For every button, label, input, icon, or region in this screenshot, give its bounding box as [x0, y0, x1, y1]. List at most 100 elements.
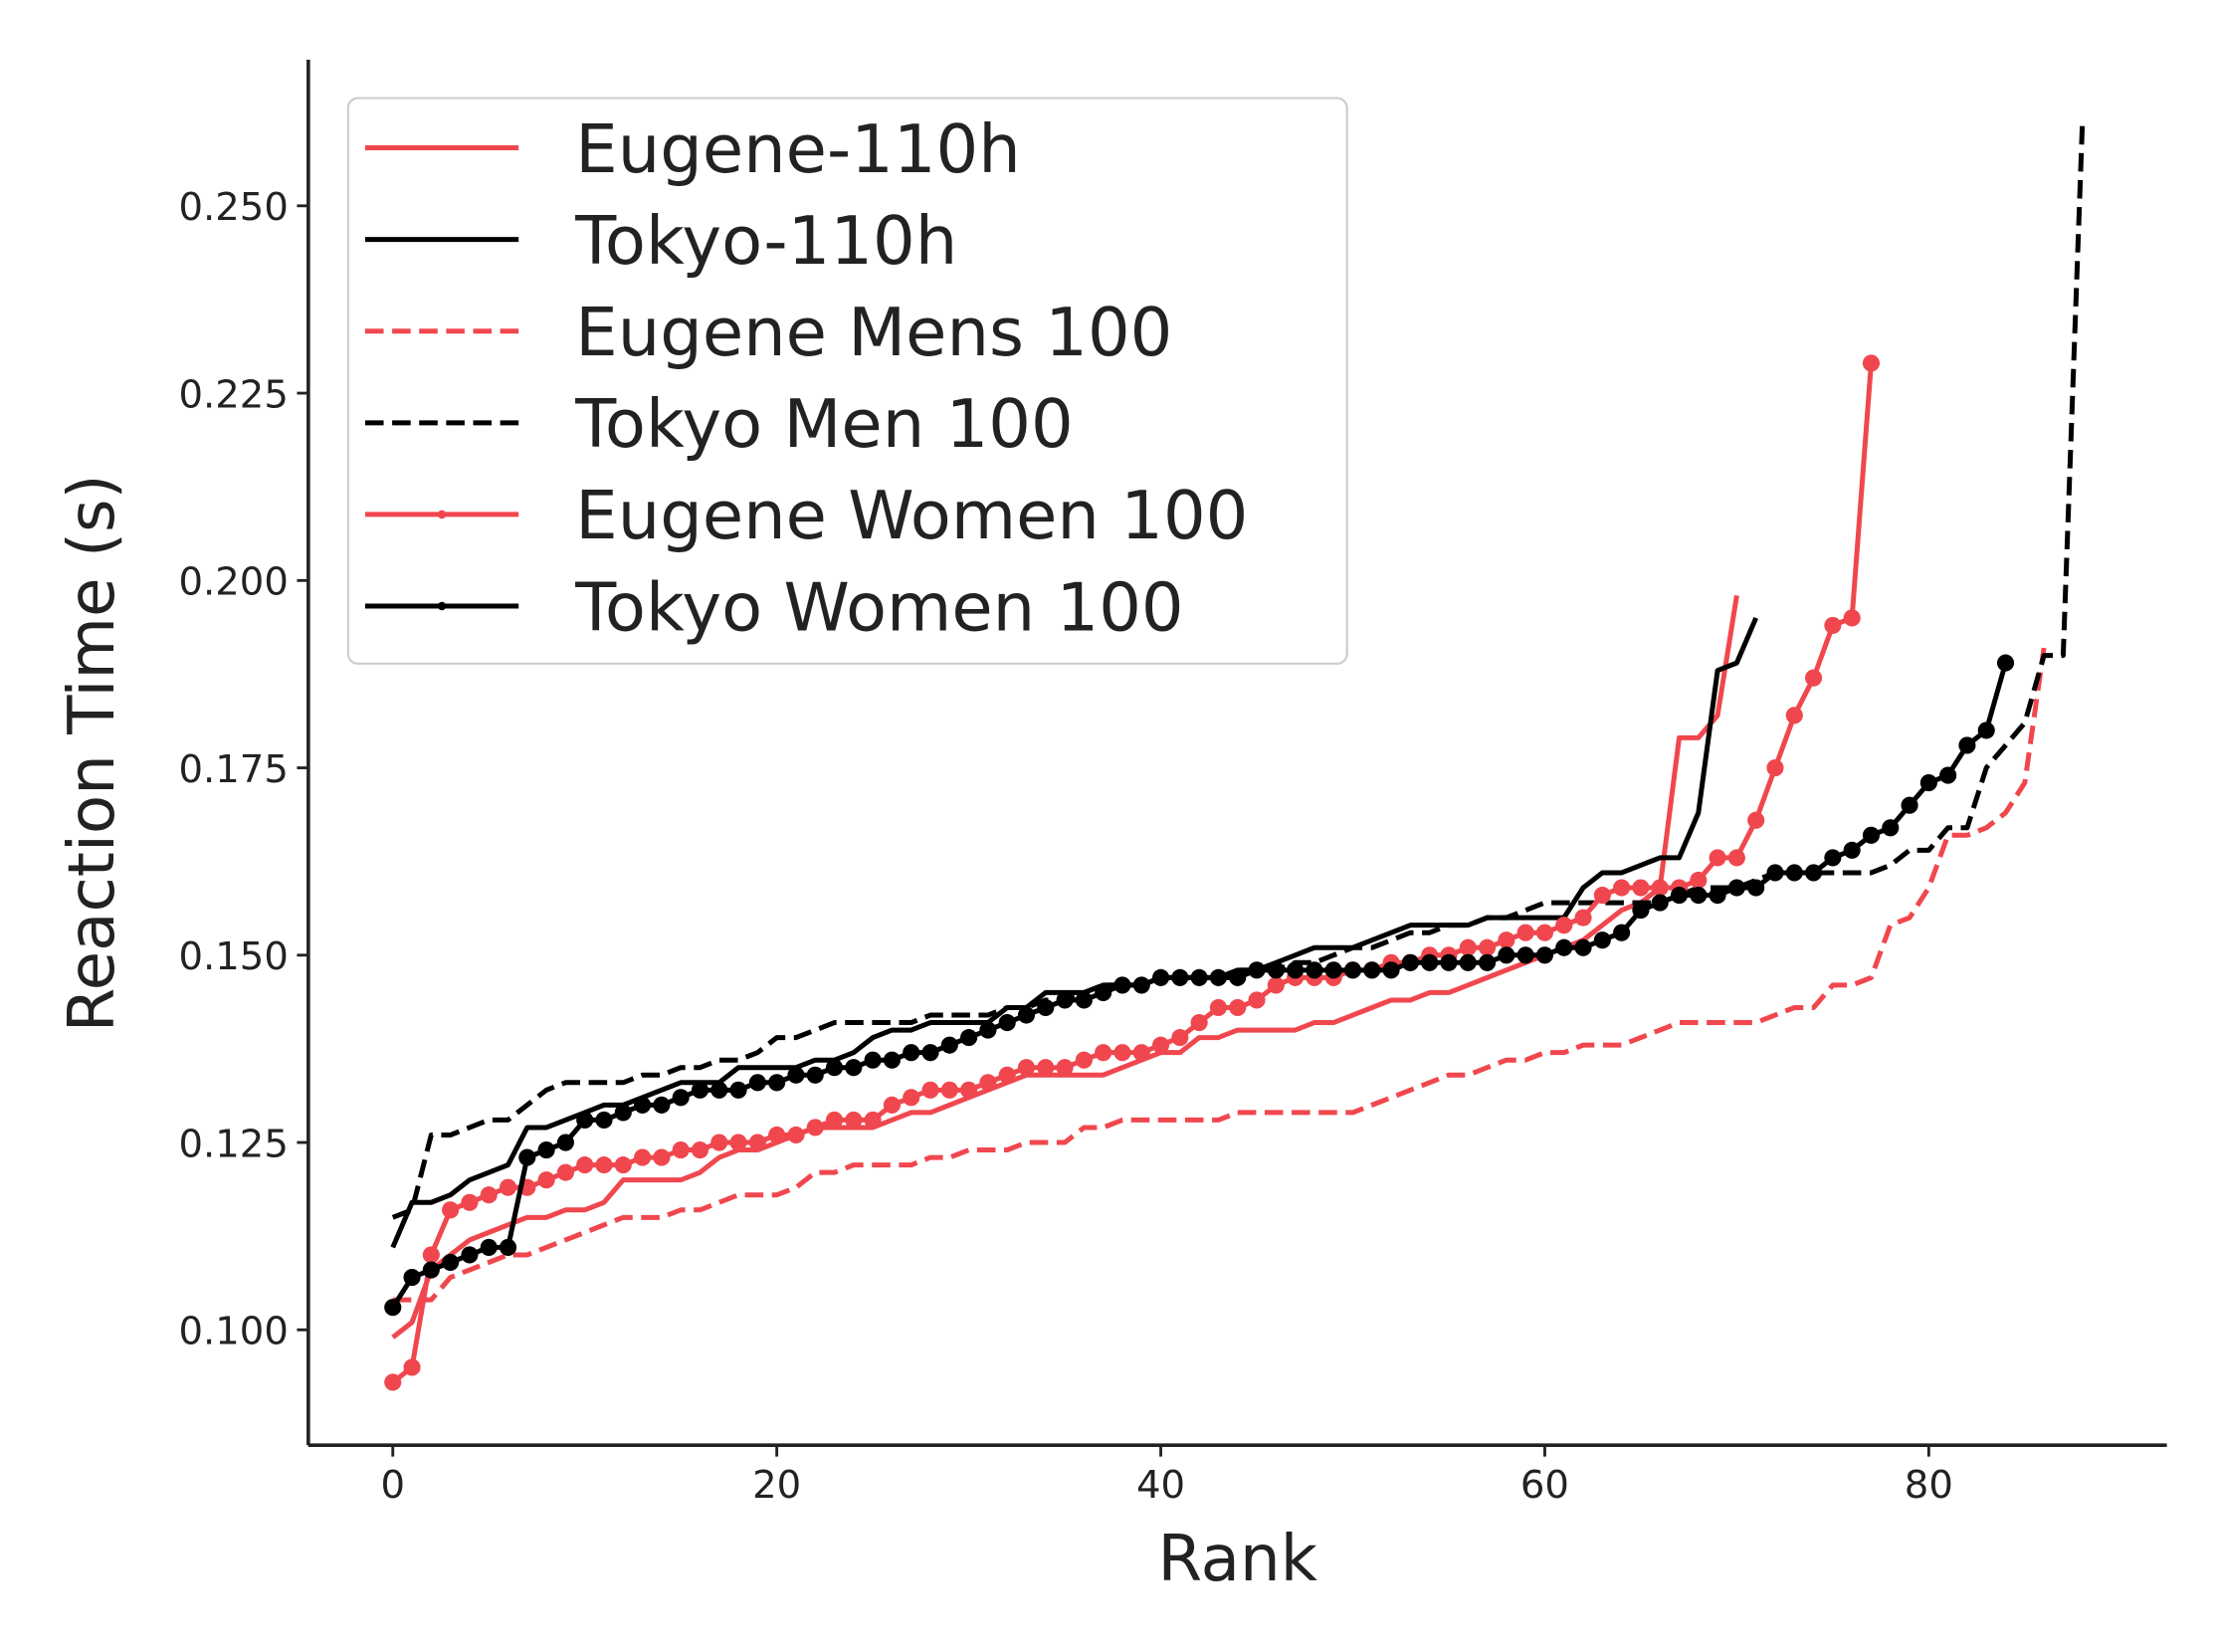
marker [1862, 354, 1881, 372]
marker [845, 1059, 863, 1077]
marker [1593, 931, 1611, 949]
marker [1037, 998, 1055, 1017]
marker [921, 1044, 939, 1062]
marker [1478, 953, 1497, 971]
marker [1056, 991, 1074, 1009]
y-axis-label: Reaction Time (s) [55, 474, 129, 1032]
marker [729, 1081, 747, 1099]
marker [518, 1148, 536, 1166]
marker [903, 1044, 920, 1062]
marker [1805, 669, 1823, 687]
marker [461, 1246, 479, 1264]
marker [653, 1148, 671, 1166]
y-tick-label: 0.225 [179, 372, 289, 417]
marker [1747, 811, 1765, 829]
marker [1248, 991, 1266, 1009]
marker [499, 1178, 517, 1196]
marker [1075, 1051, 1093, 1069]
marker [1306, 961, 1323, 979]
marker [1574, 909, 1592, 927]
marker [1747, 879, 1765, 897]
marker [1901, 796, 1918, 814]
marker [768, 1074, 786, 1092]
marker [883, 1051, 901, 1069]
marker [384, 1373, 402, 1391]
marker [614, 1104, 632, 1122]
marker [1459, 953, 1477, 971]
legend-marker [437, 510, 447, 519]
marker [1440, 953, 1458, 971]
y-tick-label: 0.175 [179, 747, 289, 792]
x-tick-label: 20 [752, 1463, 801, 1508]
y-tick-label: 0.250 [179, 185, 289, 230]
marker [1939, 766, 1957, 784]
marker [1267, 976, 1285, 994]
marker [960, 1081, 978, 1099]
marker [940, 1081, 958, 1099]
legend-label: Tokyo-110h [574, 202, 957, 280]
marker [1632, 879, 1650, 897]
marker [1459, 938, 1477, 956]
marker [442, 1253, 460, 1272]
marker [614, 1156, 632, 1174]
marker [672, 1089, 690, 1107]
marker [1075, 991, 1093, 1009]
marker [1229, 998, 1247, 1017]
marker [1478, 938, 1497, 956]
marker [1324, 961, 1342, 979]
marker [998, 1013, 1016, 1032]
x-axis-label: Rank [1157, 1522, 1317, 1596]
marker [1727, 879, 1745, 897]
marker [1632, 902, 1650, 920]
marker [576, 1111, 594, 1130]
marker [1171, 968, 1189, 986]
marker [1574, 938, 1592, 956]
x-tick-label: 80 [1905, 1463, 1953, 1508]
marker [1209, 998, 1228, 1017]
marker [442, 1201, 460, 1219]
marker [1824, 849, 1842, 867]
marker [1785, 707, 1803, 724]
marker [556, 1134, 574, 1151]
marker [864, 1111, 882, 1130]
marker [1516, 924, 1534, 941]
marker [403, 1268, 421, 1287]
marker [1095, 983, 1112, 1001]
marker [634, 1148, 652, 1166]
marker [1151, 1036, 1170, 1054]
marker [710, 1134, 728, 1151]
marker [1229, 968, 1247, 986]
marker [979, 1074, 997, 1092]
legend-label: Tokyo Women 100 [574, 568, 1183, 646]
marker [403, 1358, 421, 1376]
marker [1824, 616, 1842, 635]
marker [1498, 946, 1515, 964]
x-tick-label: 40 [1136, 1463, 1185, 1508]
marker [653, 1096, 671, 1114]
marker [903, 1089, 920, 1107]
marker [1017, 1006, 1036, 1024]
marker [1037, 1059, 1055, 1077]
marker [691, 1140, 709, 1159]
marker [691, 1081, 709, 1099]
marker [1535, 924, 1554, 941]
marker [1785, 864, 1803, 882]
marker [1670, 886, 1689, 905]
marker [1401, 953, 1419, 971]
marker [1862, 826, 1881, 844]
marker [787, 1126, 805, 1144]
marker [1805, 864, 1823, 882]
marker [480, 1238, 498, 1257]
legend-label: Eugene Women 100 [575, 477, 1248, 554]
y-tick-label: 0.200 [179, 560, 289, 605]
marker [1977, 722, 1995, 739]
y-tick-label: 0.100 [179, 1310, 289, 1354]
legend-label: Eugene Mens 100 [575, 294, 1172, 371]
marker [1651, 879, 1669, 897]
marker [748, 1134, 766, 1151]
marker [556, 1163, 574, 1181]
marker [384, 1299, 402, 1317]
marker [634, 1096, 652, 1114]
marker [806, 1119, 824, 1136]
